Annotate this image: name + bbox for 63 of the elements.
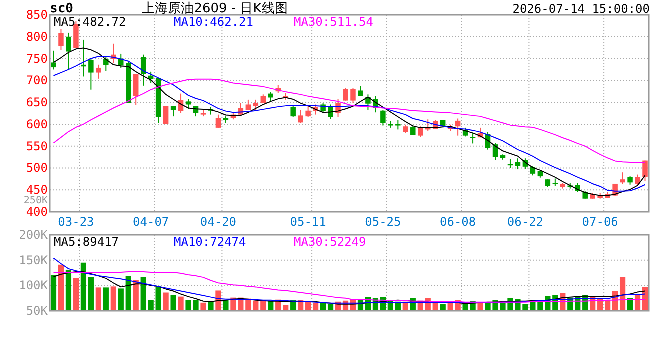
candlestick	[163, 106, 169, 125]
y-tick-label: 750	[26, 52, 48, 66]
text: MA30:52249	[294, 235, 366, 249]
candlestick	[396, 120, 401, 130]
candlestick	[642, 160, 648, 182]
y-tick-label: 450	[26, 183, 48, 198]
candlestick	[380, 110, 386, 126]
candlestick	[350, 88, 356, 104]
y-tick-label: 200K	[19, 228, 49, 242]
x-tick-label: 06-22	[507, 215, 544, 229]
x-tick-label: 05-25	[365, 215, 402, 229]
candlestick	[515, 158, 521, 170]
annotation: sc0	[50, 2, 74, 16]
candlestick	[418, 126, 424, 138]
candlestick	[635, 174, 640, 187]
candlestick	[216, 114, 222, 128]
candlestick	[470, 132, 476, 144]
candlestick	[620, 172, 626, 185]
chart-title: 上海原油2609 - 日K线图	[142, 2, 288, 16]
y-tick-label: 400	[26, 205, 48, 219]
chart-subtitle: 2026-07-14 15:00:00	[512, 2, 650, 16]
y-tick-label: 850	[26, 8, 48, 22]
candlestick	[246, 99, 252, 111]
candlestick	[306, 106, 311, 118]
x-tick-label: 06-08	[440, 215, 476, 229]
candlestick	[96, 64, 102, 80]
candlestick	[328, 104, 334, 120]
y-tick-label: 650	[26, 96, 48, 110]
candlestick	[66, 32, 72, 70]
text: MA10:72474	[174, 235, 246, 249]
candlestick	[253, 99, 259, 110]
x-tick-label: 05-11	[290, 215, 326, 229]
candlestick	[455, 118, 461, 136]
y-tick-label: 500	[26, 161, 48, 176]
y-tick-label: 150K	[19, 253, 49, 268]
y-tick-label: 50K	[26, 304, 49, 318]
y-tick-label: 600	[26, 117, 48, 132]
candlestick	[104, 56, 109, 72]
y-tick-label: 550	[26, 139, 48, 154]
x-tick-label: 07-06	[582, 215, 618, 229]
y-tick-label: 100K	[19, 278, 49, 293]
candlestick	[290, 106, 296, 118]
text: MA30:511.54	[294, 15, 374, 29]
candlestick	[170, 106, 176, 118]
text: 250K	[24, 196, 48, 206]
candlestick	[58, 28, 64, 51]
candlestick	[358, 86, 364, 97]
candlestick	[186, 98, 192, 110]
candlestick	[298, 110, 304, 124]
y-tick-label: 700	[26, 74, 48, 88]
candlestick	[88, 58, 94, 90]
x-tick-label: 04-20	[200, 215, 237, 229]
text: MA5:482.72	[54, 15, 126, 29]
text: MA5:89417	[54, 235, 120, 249]
line-series	[53, 258, 646, 304]
y-tick-label: 800	[26, 30, 48, 44]
x-tick-label: 03-23	[58, 215, 94, 229]
text: MA10:462.21	[174, 15, 254, 29]
candlestick	[410, 125, 416, 136]
x-tick-label: 04-07	[133, 215, 170, 229]
candlestick	[133, 74, 139, 106]
candlestick	[343, 88, 348, 102]
candlestick	[51, 50, 56, 70]
